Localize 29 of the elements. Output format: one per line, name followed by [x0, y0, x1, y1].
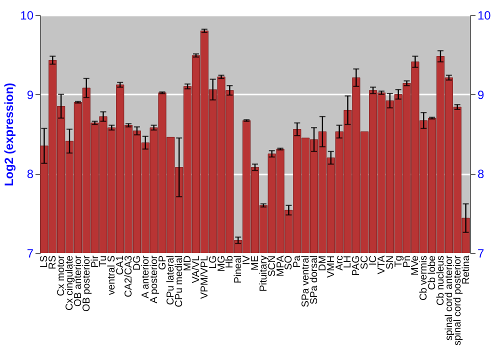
- x-tick-label: Cb nucleus: [435, 256, 446, 306]
- x-tick-label: DG: [132, 255, 143, 270]
- x-tick-label: spinal cord posterior: [452, 254, 464, 346]
- x-tick-label: DM: [317, 256, 328, 272]
- x-tick-label: A anterior: [140, 254, 152, 298]
- y2-tick-label: 9: [478, 88, 484, 102]
- x-tick-label: OB posterior: [81, 254, 92, 312]
- x-tick-label: OB anterior: [72, 254, 84, 307]
- y-axis-title: Log2 (expression): [2, 82, 16, 186]
- x-tick-label: Pituitary: [258, 256, 270, 292]
- y2-tick-label: 10: [478, 8, 492, 22]
- x-tick-label: VPM/VPL: [199, 255, 210, 299]
- x-tick-label: RS: [48, 255, 59, 270]
- x-tick-label: Retina: [460, 255, 472, 284]
- x-tick-label: VTA: [376, 255, 388, 274]
- y2-tick-label: 8: [478, 167, 484, 182]
- y-tick-label: 8: [26, 167, 34, 182]
- x-tick-label: ME: [250, 255, 261, 270]
- x-tick-label: spinal cord anterior: [444, 254, 455, 341]
- x-tick-label: Tg: [393, 256, 404, 268]
- x-tick-label: VMH: [326, 256, 337, 278]
- y-tick-label: 9: [26, 88, 34, 102]
- x-tick-label: LG: [208, 255, 219, 269]
- x-tick-label: A posterior: [148, 254, 160, 304]
- x-tick-label: SCN: [266, 256, 278, 277]
- y-tick-label: 7: [26, 246, 34, 260]
- y-tick-label: 10: [20, 8, 34, 22]
- x-tick-label: SN: [384, 256, 396, 270]
- y2-tick-label: 7: [478, 246, 484, 260]
